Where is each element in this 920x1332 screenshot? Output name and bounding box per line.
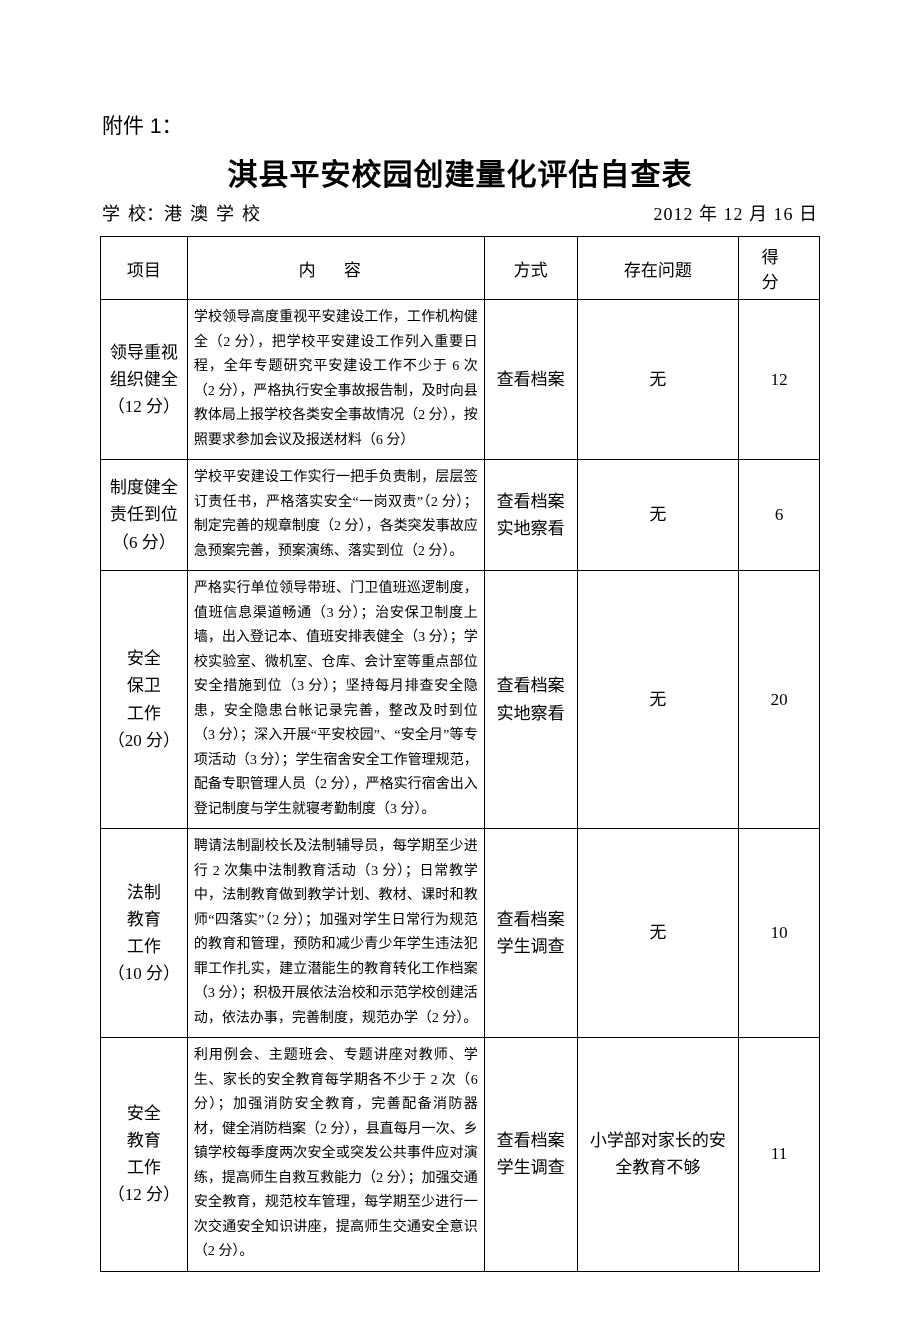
table-row: 安全保卫工作（20 分） 严格实行单位领导带班、门卫值班巡逻制度，值班信息渠道畅… — [101, 571, 820, 829]
evaluation-table: 项目 内 容 方式 存在问题 得 分 领导重视组织健全（12 分） 学校领导高度… — [100, 236, 820, 1272]
table-header-row: 项目 内 容 方式 存在问题 得 分 — [101, 237, 820, 300]
table-body: 领导重视组织健全（12 分） 学校领导高度重视平安建设工作，工作机构健全（2 分… — [101, 300, 820, 1272]
cell-method: 查看档案学生调查 — [484, 829, 577, 1038]
cell-project: 制度健全责任到位（6 分） — [101, 460, 188, 571]
school-name: 港澳学校 — [164, 204, 268, 224]
col-project: 项目 — [101, 237, 188, 300]
col-content-label: 内 容 — [299, 261, 373, 280]
table-row: 领导重视组织健全（12 分） 学校领导高度重视平安建设工作，工作机构健全（2 分… — [101, 300, 820, 460]
col-issue: 存在问题 — [577, 237, 739, 300]
cell-content: 学校领导高度重视平安建设工作，工作机构健全（2 分），把学校平安建设工作列入重要… — [187, 300, 484, 460]
cell-content: 聘请法制副校长及法制辅导员，每学期至少进行 2 次集中法制教育活动（3 分）；日… — [187, 829, 484, 1038]
cell-issue: 无 — [577, 571, 739, 829]
cell-method: 查看档案实地察看 — [484, 460, 577, 571]
col-score-label: 得 分 — [762, 248, 797, 292]
cell-score: 11 — [739, 1038, 820, 1272]
cell-content: 严格实行单位领导带班、门卫值班巡逻制度，值班信息渠道畅通（3 分）；治安保卫制度… — [187, 571, 484, 829]
cell-issue: 小学部对家长的安全教育不够 — [577, 1038, 739, 1272]
cell-project: 法制教育工作（10 分） — [101, 829, 188, 1038]
table-row: 法制教育工作（10 分） 聘请法制副校长及法制辅导员，每学期至少进行 2 次集中… — [101, 829, 820, 1038]
table-row: 安全教育工作（12 分） 利用例会、主题班会、专题讲座对教师、学生、家长的安全教… — [101, 1038, 820, 1272]
col-content: 内 容 — [187, 237, 484, 300]
school-field: 学校：港澳学校 — [102, 200, 268, 226]
attachment-label: 附件 1： — [102, 110, 820, 140]
school-label-2: 校： — [128, 204, 164, 224]
cell-issue: 无 — [577, 829, 739, 1038]
cell-score: 12 — [739, 300, 820, 460]
cell-score: 10 — [739, 829, 820, 1038]
cell-content: 利用例会、主题班会、专题讲座对教师、学生、家长的安全教育每学期各不少于 2 次（… — [187, 1038, 484, 1272]
cell-issue: 无 — [577, 300, 739, 460]
cell-score: 20 — [739, 571, 820, 829]
page-title: 淇县平安校园创建量化评估自查表 — [100, 150, 820, 194]
col-method: 方式 — [484, 237, 577, 300]
cell-method: 查看档案实地察看 — [484, 571, 577, 829]
cell-project: 领导重视组织健全（12 分） — [101, 300, 188, 460]
cell-issue: 无 — [577, 460, 739, 571]
cell-method: 查看档案学生调查 — [484, 1038, 577, 1272]
cell-content: 学校平安建设工作实行一把手负责制，层层签订责任书，严格落实安全“一岗双责”（2 … — [187, 460, 484, 571]
cell-method: 查看档案 — [484, 300, 577, 460]
cell-project: 安全教育工作（12 分） — [101, 1038, 188, 1272]
meta-row: 学校：港澳学校 2012 年 12 月 16 日 — [102, 200, 818, 226]
document-date: 2012 年 12 月 16 日 — [654, 200, 819, 226]
document-page: 附件 1： 淇县平安校园创建量化评估自查表 学校：港澳学校 2012 年 12 … — [0, 0, 920, 1332]
school-label-1: 学 — [102, 204, 128, 224]
col-score: 得 分 — [739, 237, 820, 300]
table-row: 制度健全责任到位（6 分） 学校平安建设工作实行一把手负责制，层层签订责任书，严… — [101, 460, 820, 571]
cell-score: 6 — [739, 460, 820, 571]
cell-project: 安全保卫工作（20 分） — [101, 571, 188, 829]
